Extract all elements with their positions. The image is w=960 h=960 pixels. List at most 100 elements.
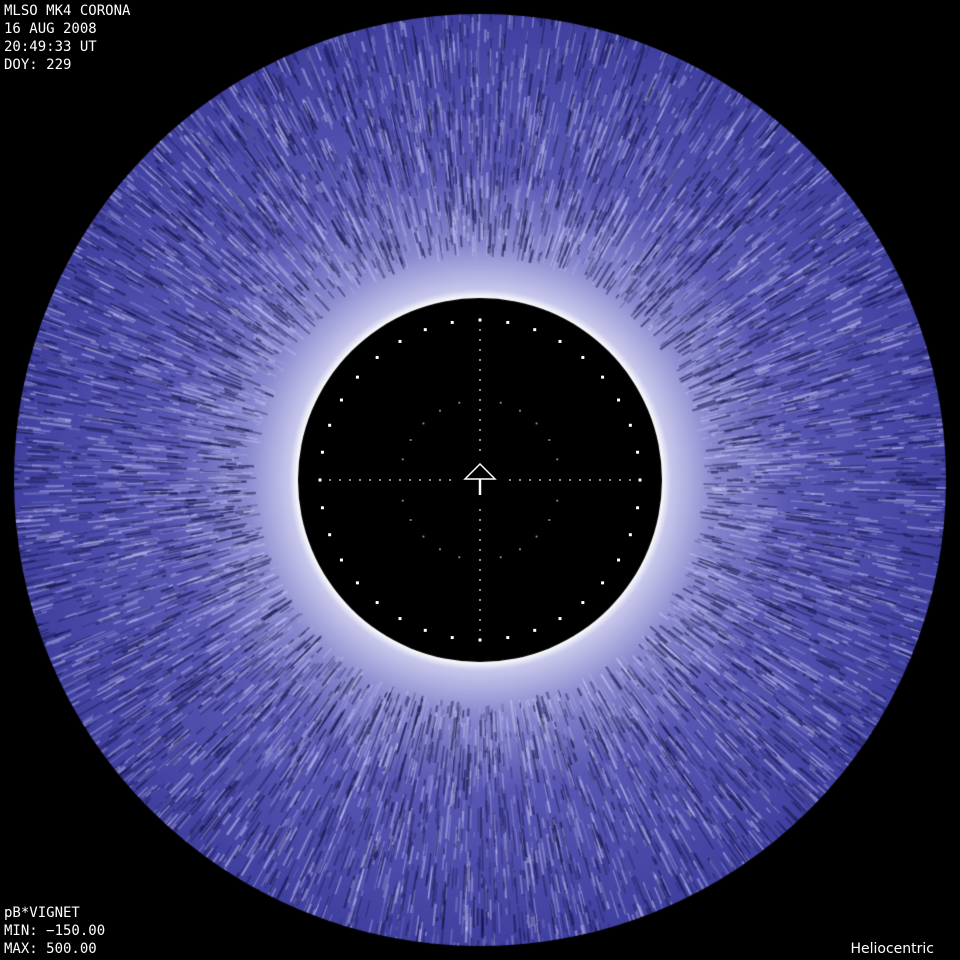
grid-dot xyxy=(478,638,482,642)
grid-dot xyxy=(375,355,379,359)
grid-dot xyxy=(479,529,481,531)
grid-dot xyxy=(379,479,381,481)
header-annotation: MLSO MK4 CORONA 16 AUG 2008 20:49:33 UT DOY… xyxy=(4,2,130,74)
grid-dot xyxy=(318,478,322,482)
grid-dot xyxy=(479,419,481,421)
grid-dot xyxy=(458,401,461,404)
grid-dot xyxy=(339,558,343,562)
grid-dot xyxy=(479,579,481,581)
grid-dot xyxy=(617,398,621,402)
grid-dot xyxy=(535,535,538,538)
grid-dot xyxy=(409,519,412,521)
grid-dot xyxy=(399,479,401,481)
grid-dot xyxy=(422,422,425,425)
grid-dot xyxy=(422,535,425,538)
grid-dot xyxy=(628,533,632,537)
grid-dot xyxy=(349,479,351,481)
grid-dot xyxy=(398,339,402,343)
date-label: 16 AUG 2008 xyxy=(4,21,97,37)
grid-dot xyxy=(479,389,481,391)
grid-dot xyxy=(329,479,331,481)
grid-dot xyxy=(478,318,482,322)
grid-dots xyxy=(318,318,642,642)
time-label: 20:49:33 UT xyxy=(4,39,97,55)
grid-dot xyxy=(479,589,481,591)
grid-dot xyxy=(450,636,454,640)
grid-dot xyxy=(479,449,481,451)
grid-dot xyxy=(617,558,621,562)
grid-dot xyxy=(450,320,454,324)
north-arrow-icon xyxy=(463,462,497,495)
grid-dot xyxy=(320,506,324,510)
grid-dot xyxy=(509,479,511,481)
grid-dot xyxy=(506,320,510,324)
grid-dot xyxy=(389,479,391,481)
grid-dot xyxy=(556,499,559,502)
grid-dot xyxy=(548,519,551,521)
grid-dot xyxy=(401,458,404,461)
grid-dot xyxy=(519,548,521,551)
grid-dot xyxy=(359,479,361,481)
grid-dot xyxy=(559,479,561,481)
grid-dot xyxy=(439,548,441,551)
grid-dot xyxy=(375,601,379,605)
grid-dot xyxy=(339,398,343,402)
grid-dot xyxy=(539,479,541,481)
grid-dot xyxy=(398,617,402,621)
grid-dot xyxy=(479,519,481,521)
product-label: pB*VIGNET xyxy=(4,905,80,921)
grid-dot xyxy=(589,479,591,481)
grid-dot xyxy=(409,479,411,481)
grid-dot xyxy=(629,479,631,481)
instrument-label: MLSO MK4 CORONA xyxy=(4,3,131,19)
grid-dot xyxy=(479,509,481,511)
grid-dot xyxy=(558,617,562,621)
grid-dot xyxy=(556,458,559,461)
grid-dot xyxy=(558,339,562,343)
grid-dot xyxy=(535,422,538,425)
grid-dot xyxy=(581,601,585,605)
grid-dot xyxy=(636,450,640,454)
grid-dot xyxy=(638,478,642,482)
grid-dot xyxy=(419,479,421,481)
grid-dot xyxy=(549,479,551,481)
footer-annotation: pB*VIGNET MIN: −150.00 MAX: 500.00 xyxy=(4,904,105,958)
grid-dot xyxy=(449,479,451,481)
grid-dot xyxy=(619,479,621,481)
grid-dot xyxy=(328,423,332,427)
max-label: MAX: 500.00 xyxy=(4,941,97,957)
grid-dot xyxy=(479,379,481,381)
grid-dot xyxy=(599,479,601,481)
grid-dot xyxy=(636,506,640,510)
grid-dot xyxy=(479,339,481,341)
min-label: MIN: −150.00 xyxy=(4,923,106,939)
grid-dot xyxy=(479,359,481,361)
grid-dot xyxy=(479,569,481,571)
grid-dot xyxy=(579,479,581,481)
grid-dot xyxy=(479,429,481,431)
grid-dot xyxy=(506,636,510,640)
grid-dot xyxy=(409,439,412,441)
grid-dot xyxy=(479,609,481,611)
frame-label: Heliocentric xyxy=(850,941,934,957)
grid-dot xyxy=(479,619,481,621)
grid-dot xyxy=(609,479,611,481)
grid-dot xyxy=(479,329,481,331)
grid-dot xyxy=(423,328,427,332)
grid-dot xyxy=(569,479,571,481)
grid-dot xyxy=(601,375,605,379)
grid-dot xyxy=(519,409,521,412)
grid-dot xyxy=(581,355,585,359)
grid-dot xyxy=(439,479,441,481)
grid-dot xyxy=(439,409,441,412)
grid-dot xyxy=(479,399,481,401)
grid-dot xyxy=(423,628,427,632)
grid-dot xyxy=(339,479,341,481)
grid-dot xyxy=(355,375,359,379)
grid-dot xyxy=(499,401,502,404)
grid-dot xyxy=(429,479,431,481)
grid-dot xyxy=(479,349,481,351)
grid-dot xyxy=(479,599,481,601)
